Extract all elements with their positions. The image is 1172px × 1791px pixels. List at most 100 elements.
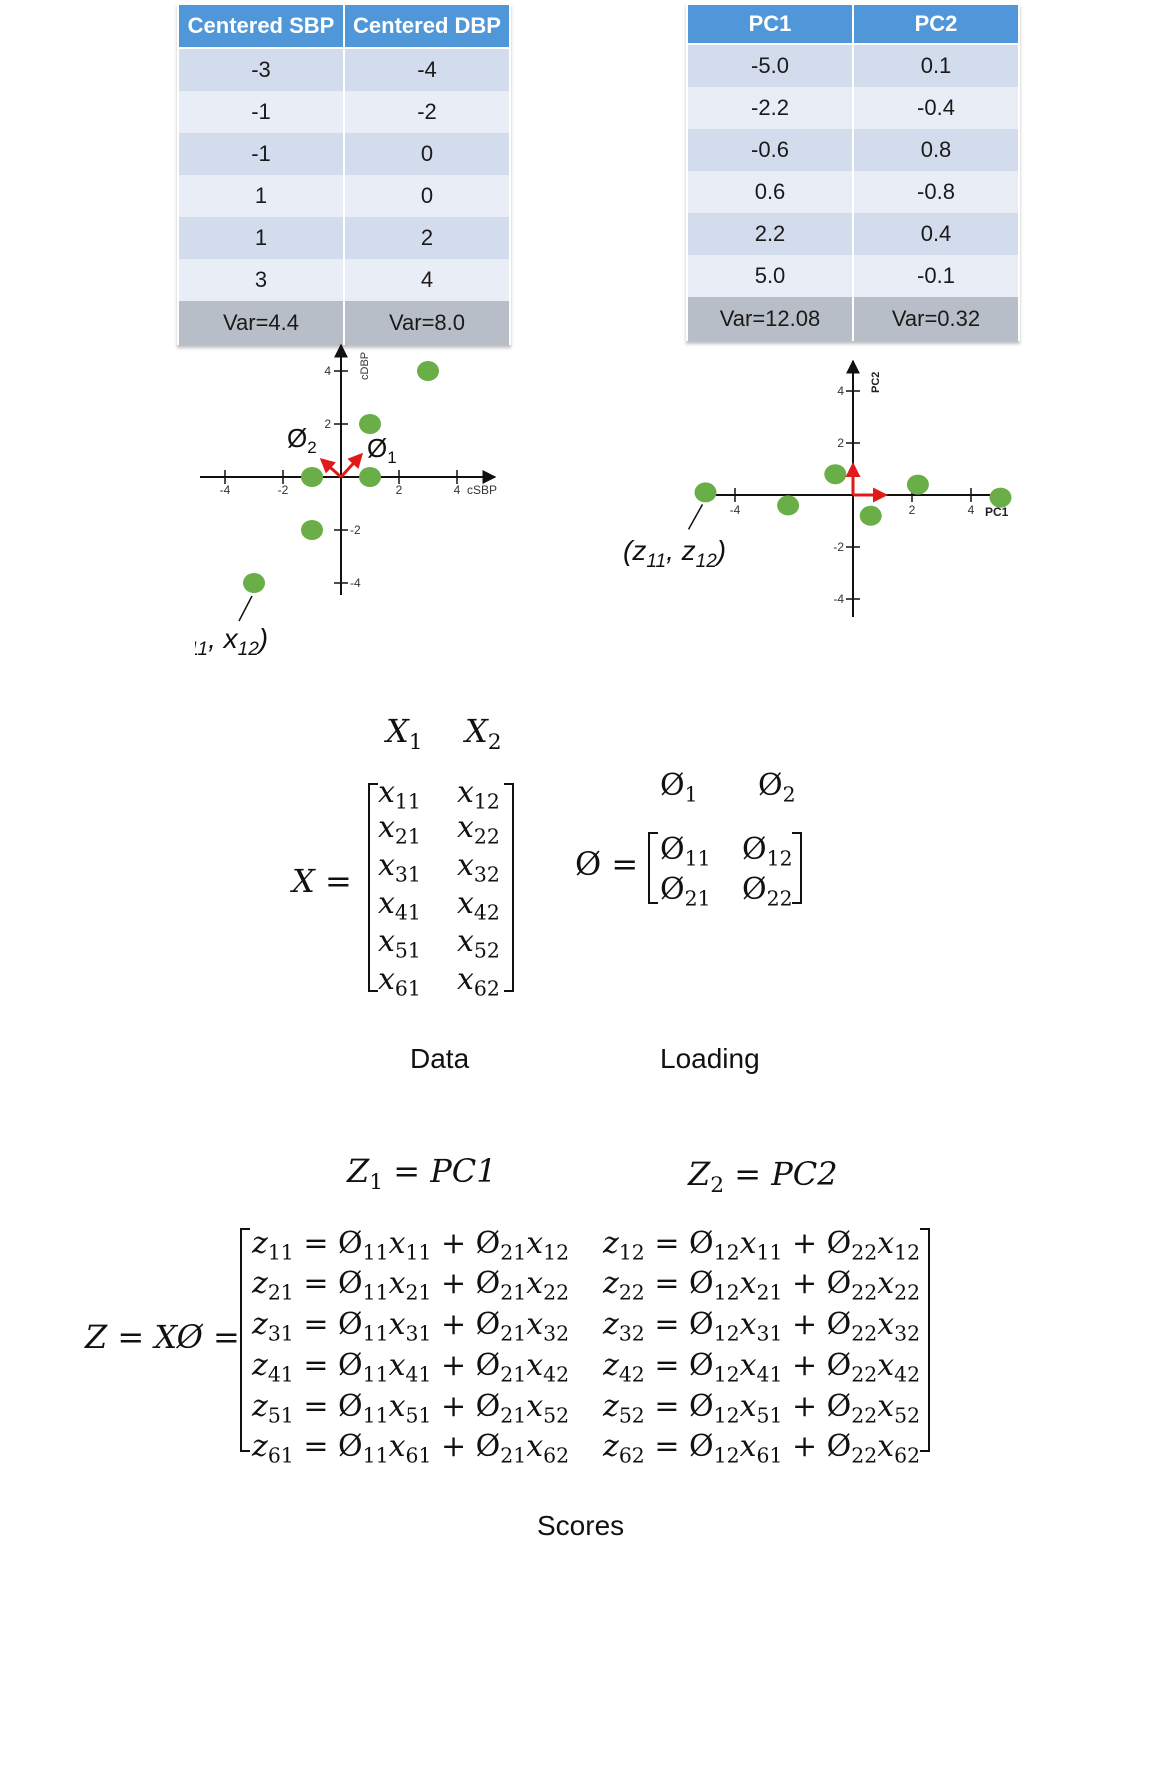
data-point — [359, 414, 381, 434]
pc-table: PC1 PC2 -5.0 0.1 -2.2 -0.4 -0.6 0.8 0.6 -0.8 2.2… — [686, 3, 1020, 341]
pc-table-cell: 5.0 — [686, 255, 854, 297]
pc-table-row: 0.6 -0.8 — [686, 171, 1020, 213]
data-caption: Data — [410, 1043, 470, 1074]
data-point — [906, 474, 929, 495]
scores-entry-z52: z52 = Ø12x51 + Ø22x52 — [603, 1389, 921, 1428]
centered-scatter-plot: -4 -2 2 4 4 2 -2 -4 cSBP cDBP Ø2 Ø1 (x11, x12) — [195, 343, 497, 660]
y-axis-label: cDBP — [359, 352, 371, 380]
scores-col-header-2: Z2 = PC2 — [688, 1155, 838, 1198]
data-matrix-entry: x12 — [457, 775, 500, 814]
data-matrix-entry: x41 — [378, 886, 421, 925]
scores-caption: Scores — [537, 1510, 625, 1541]
x-tick-label: -2 — [278, 483, 289, 497]
annotation-leader — [238, 595, 253, 622]
data-matrix-entry: x31 — [378, 848, 421, 887]
data-matrix-entry: x42 — [457, 886, 500, 925]
x-tick-label: -4 — [730, 503, 741, 517]
scores-entry-z32: z32 = Ø12x31 + Ø22x32 — [603, 1307, 921, 1346]
x-tick-label: 4 — [454, 483, 461, 497]
data-left-bracket — [368, 783, 378, 992]
scores-entry-z11: z11 = Ø11x11 + Ø21x12 — [252, 1226, 570, 1265]
data-point — [301, 520, 323, 540]
pc-table-cell: -2.2 — [686, 87, 854, 129]
bp-table-variance-cell: Var=8.0 — [343, 301, 511, 345]
scores-entry-z12: z12 = Ø12x11 + Ø22x12 — [603, 1226, 921, 1265]
loading-col-header-1: Ø1 — [660, 768, 698, 807]
data-point — [777, 495, 800, 516]
loading-caption: Loading — [660, 1043, 760, 1074]
bp-table-cell: 2 — [343, 217, 511, 259]
scores-entry-z42: z42 = Ø12x41 + Ø22x42 — [603, 1348, 921, 1387]
bp-table-cell: -2 — [343, 91, 511, 133]
data-point — [301, 467, 323, 487]
header-centered-sbp: Centered SBP — [177, 3, 345, 49]
data-matrix-entry: x51 — [378, 924, 421, 963]
scores-left-bracket — [240, 1228, 250, 1452]
pc-table-row: 5.0 -0.1 — [686, 255, 1020, 297]
bp-table-row: -1 0 — [177, 133, 511, 175]
data-point — [243, 573, 265, 593]
loading-matrix-entry: Ø11 — [660, 832, 711, 871]
pc-table-cell: -0.4 — [852, 87, 1020, 129]
bp-table-cell: 0 — [343, 133, 511, 175]
data-matrix-entry: x22 — [457, 810, 500, 849]
phi2-vector — [319, 457, 343, 479]
loading-col-header-2: Ø2 — [758, 768, 796, 807]
x-tick-label: 2 — [396, 483, 403, 497]
y-tick-label: -4 — [350, 576, 361, 590]
bp-table-variance-row: Var=4.4 Var=8.0 — [177, 301, 511, 345]
data-matrix-entry: x52 — [457, 924, 500, 963]
phi1-vector — [339, 452, 364, 479]
data-matrix-entry: x62 — [457, 962, 500, 1001]
pc-scatter-plot: -4 2 4 4 2 -2 -4 PC1 PC2 (z11, z12) — [623, 359, 1012, 617]
scores-entry-z21: z21 = Ø11x21 + Ø21x22 — [252, 1266, 570, 1305]
loading-matrix-entry: Ø22 — [742, 872, 793, 911]
pc-table-variance-row: Var=12.08 Var=0.32 — [686, 297, 1020, 341]
annotation-leader — [687, 504, 704, 530]
y-tick-label: 4 — [837, 384, 844, 398]
data-point — [859, 505, 882, 526]
loading-right-bracket — [792, 832, 802, 904]
data-col-header-1: X1 — [386, 712, 423, 755]
data-matrix-symbol: X = — [292, 862, 352, 900]
pc-table-cell: 0.1 — [852, 44, 1020, 87]
scores-col-header-1: Z1 = PC1 — [347, 1152, 497, 1195]
x-axis-label: cSBP — [467, 483, 497, 497]
y-tick-label: 4 — [324, 364, 331, 378]
header-pc1: PC1 — [686, 3, 854, 45]
bp-table-row: -1 -2 — [177, 91, 511, 133]
pc-table-cell: -5.0 — [686, 44, 854, 87]
scores-entry-z51: z51 = Ø11x51 + Ø21x52 — [252, 1389, 570, 1428]
bp-table-cell: 0 — [343, 175, 511, 217]
x-tick-label: 4 — [968, 503, 975, 517]
scores-entry-z31: z31 = Ø11x31 + Ø21x32 — [252, 1307, 570, 1346]
scores-right-bracket — [920, 1228, 930, 1452]
pc-table-row: 2.2 0.4 — [686, 213, 1020, 255]
header-pc2: PC2 — [852, 3, 1020, 45]
bp-table-variance-cell: Var=4.4 — [177, 301, 345, 345]
pc-table-cell: 0.6 — [686, 171, 854, 213]
scores-matrix-symbol: Z = XØ = — [85, 1318, 240, 1356]
centered-bp-table: Centered SBP Centered DBP -3 -4 -1 -2 -1 0 1 0 1… — [177, 3, 511, 345]
bp-table-cell: 1 — [177, 217, 345, 259]
loading-left-bracket — [648, 832, 658, 904]
data-point — [359, 467, 381, 487]
data-point — [989, 487, 1012, 508]
pc-table-variance-cell: Var=0.32 — [852, 297, 1020, 341]
scores-entry-z22: z22 = Ø12x21 + Ø22x22 — [603, 1266, 921, 1305]
data-point — [824, 464, 847, 485]
pc-table-cell: -0.6 — [686, 129, 854, 171]
bp-table-cell: -1 — [177, 91, 345, 133]
pc-table-cell: 0.4 — [852, 213, 1020, 255]
bp-table-cell: -1 — [177, 133, 345, 175]
pc-table-cell: -0.1 — [852, 255, 1020, 297]
data-point — [417, 361, 439, 381]
bp-table-cell: 1 — [177, 175, 345, 217]
data-right-bracket — [504, 783, 514, 992]
pc-table-cell: -0.8 — [852, 171, 1020, 213]
y-tick-label: -2 — [833, 540, 844, 554]
point-annotation: (z11, z12) — [623, 535, 726, 572]
bp-table-cell: 3 — [177, 259, 345, 301]
